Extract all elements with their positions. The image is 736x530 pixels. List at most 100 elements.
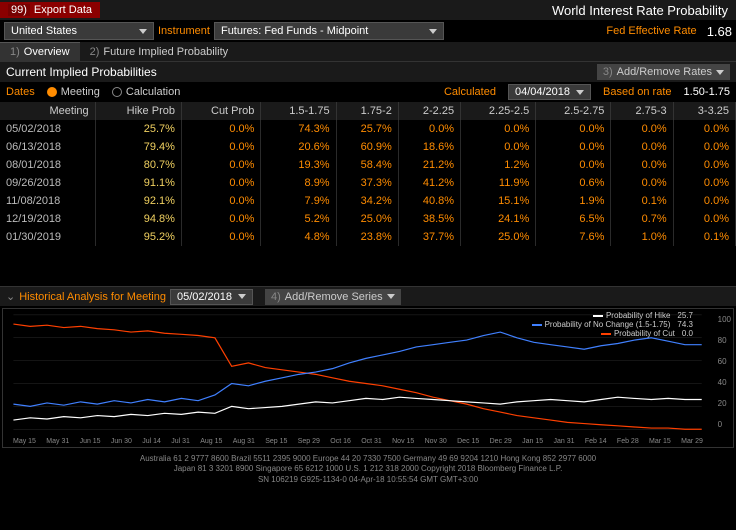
table-row: 11/08/201892.1%0.0%7.9%34.2%40.8%15.1%1.… — [0, 192, 736, 210]
cell: 06/13/2018 — [0, 138, 95, 156]
chevron-down-icon — [139, 29, 147, 34]
cell: 0.0% — [181, 174, 260, 192]
cell: 20.6% — [261, 138, 336, 156]
export-data-button[interactable]: 99) Export Data — [0, 2, 100, 18]
cell: 80.7% — [95, 156, 181, 174]
hotkey: 3) — [603, 66, 613, 78]
cell: 25.0% — [336, 210, 398, 228]
date-value: 04/04/2018 — [515, 86, 570, 98]
country-dropdown[interactable]: United States — [4, 22, 154, 40]
cell: 0.0% — [611, 174, 673, 192]
meeting-radio[interactable]: Meeting — [47, 86, 100, 98]
tab-hotkey: 2) — [90, 46, 100, 58]
legend-item: Probability of Hike25.7 — [532, 311, 693, 320]
country-value: United States — [11, 25, 77, 37]
radio-label: Meeting — [61, 86, 100, 98]
table-row: 08/01/201880.7%0.0%19.3%58.4%21.2%1.2%0.… — [0, 156, 736, 174]
button-label: Add/Remove Rates — [617, 66, 712, 78]
cell: 41.2% — [398, 174, 460, 192]
footer: Australia 61 2 9777 8600 Brazil 5511 239… — [0, 450, 736, 489]
cell: 7.9% — [261, 192, 336, 210]
cell: 7.6% — [536, 228, 611, 246]
cell: 0.0% — [181, 156, 260, 174]
table-row: 01/30/201995.2%0.0%4.8%23.8%37.7%25.0%7.… — [0, 228, 736, 246]
hist-date-input[interactable]: 05/02/2018 — [170, 289, 253, 305]
cell: 1.9% — [536, 192, 611, 210]
collapse-icon[interactable]: ⌄ — [6, 290, 15, 303]
cell: 25.7% — [336, 120, 398, 138]
cell: 0.0% — [611, 138, 673, 156]
historical-chart[interactable]: Probability of Hike25.7Probability of No… — [2, 308, 734, 448]
based-on-value: 1.50-1.75 — [684, 86, 730, 98]
add-remove-rates-button[interactable]: 3) Add/Remove Rates — [597, 64, 730, 80]
tab-overview[interactable]: 1) Overview — [0, 42, 80, 61]
chart-legend: Probability of Hike25.7Probability of No… — [532, 311, 693, 338]
cell: 37.3% — [336, 174, 398, 192]
cell: 4.8% — [261, 228, 336, 246]
col-header: 1.5-1.75 — [261, 102, 336, 120]
col-header: 2-2.25 — [398, 102, 460, 120]
cell: 0.0% — [673, 156, 735, 174]
cell: 11.9% — [461, 174, 536, 192]
tab-hotkey: 1) — [10, 46, 20, 58]
radio-icon — [47, 87, 57, 97]
cell: 79.4% — [95, 138, 181, 156]
cell: 01/30/2019 — [0, 228, 95, 246]
cell: 0.0% — [181, 192, 260, 210]
footer-line: Australia 61 2 9777 8600 Brazil 5511 239… — [4, 454, 732, 464]
cell: 0.0% — [536, 156, 611, 174]
cell: 0.0% — [611, 156, 673, 174]
cell: 19.3% — [261, 156, 336, 174]
cell: 0.0% — [673, 210, 735, 228]
instrument-label: Instrument — [158, 25, 210, 37]
cell: 0.0% — [181, 210, 260, 228]
table-row: 05/02/201825.7%0.0%74.3%25.7%0.0%0.0%0.0… — [0, 120, 736, 138]
rate-label: Fed Effective Rate — [606, 25, 696, 37]
section-title: Current Implied Probabilities — [6, 65, 157, 79]
instrument-value: Futures: Fed Funds - Midpoint — [221, 25, 368, 37]
cell: 74.3% — [261, 120, 336, 138]
page-title: World Interest Rate Probability — [552, 3, 736, 18]
cell: 95.2% — [95, 228, 181, 246]
tab-label: Future Implied Probability — [103, 46, 228, 58]
cell: 92.1% — [95, 192, 181, 210]
dates-label: Dates — [6, 86, 35, 98]
add-remove-series-button[interactable]: 4) Add/Remove Series — [265, 289, 401, 305]
legend-item: Probability of Cut0.0 — [532, 329, 693, 338]
instrument-dropdown[interactable]: Futures: Fed Funds - Midpoint — [214, 22, 444, 40]
cell: 37.7% — [398, 228, 460, 246]
chevron-down-icon — [238, 294, 246, 299]
chevron-down-icon — [429, 29, 437, 34]
cell: 34.2% — [336, 192, 398, 210]
tab-future-implied[interactable]: 2) Future Implied Probability — [80, 42, 239, 61]
cell: 24.1% — [461, 210, 536, 228]
cell: 91.1% — [95, 174, 181, 192]
probability-table: MeetingHike ProbCut Prob1.5-1.751.75-22-… — [0, 102, 736, 246]
calculation-radio[interactable]: Calculation — [112, 86, 180, 98]
cell: 0.0% — [461, 138, 536, 156]
cell: 5.2% — [261, 210, 336, 228]
cell: 18.6% — [398, 138, 460, 156]
y-axis: 100806040200 — [718, 309, 731, 447]
cell: 25.0% — [461, 228, 536, 246]
radio-icon — [112, 87, 122, 97]
cell: 0.0% — [181, 138, 260, 156]
col-header: 1.75-2 — [336, 102, 398, 120]
cell: 0.0% — [673, 174, 735, 192]
calculated-date-input[interactable]: 04/04/2018 — [508, 84, 591, 100]
cell: 08/01/2018 — [0, 156, 95, 174]
col-header: Cut Prob — [181, 102, 260, 120]
cell: 1.2% — [461, 156, 536, 174]
table-row: 12/19/201894.8%0.0%5.2%25.0%38.5%24.1%6.… — [0, 210, 736, 228]
footer-line: Japan 81 3 3201 8900 Singapore 65 6212 1… — [4, 464, 732, 474]
cell: 0.0% — [398, 120, 460, 138]
cell: 11/08/2018 — [0, 192, 95, 210]
cell: 0.0% — [611, 120, 673, 138]
cell: 0.1% — [673, 228, 735, 246]
cell: 94.8% — [95, 210, 181, 228]
cell: 0.1% — [611, 192, 673, 210]
chevron-down-icon — [387, 294, 395, 299]
rate-value: 1.68 — [707, 24, 732, 39]
col-header: 3-3.25 — [673, 102, 735, 120]
cell: 12/19/2018 — [0, 210, 95, 228]
